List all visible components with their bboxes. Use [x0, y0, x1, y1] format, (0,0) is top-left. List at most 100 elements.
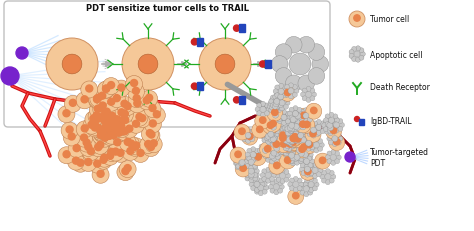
Circle shape: [285, 131, 301, 147]
Circle shape: [286, 146, 292, 152]
Circle shape: [288, 182, 293, 187]
Circle shape: [291, 151, 296, 156]
Circle shape: [98, 82, 115, 99]
Circle shape: [256, 111, 262, 116]
Circle shape: [124, 139, 131, 146]
Circle shape: [119, 161, 136, 178]
Circle shape: [289, 143, 294, 148]
Circle shape: [121, 101, 128, 108]
Circle shape: [307, 118, 312, 122]
Circle shape: [300, 170, 305, 175]
Circle shape: [240, 165, 246, 172]
Circle shape: [288, 142, 292, 147]
Circle shape: [285, 119, 291, 124]
Circle shape: [354, 52, 360, 58]
Circle shape: [264, 133, 269, 138]
Circle shape: [280, 173, 285, 179]
Circle shape: [101, 126, 109, 133]
Circle shape: [280, 135, 286, 142]
Circle shape: [290, 121, 295, 126]
Circle shape: [248, 172, 255, 178]
Text: IgBD-TRAIL: IgBD-TRAIL: [370, 117, 411, 126]
Circle shape: [328, 140, 333, 145]
Circle shape: [295, 138, 301, 143]
Circle shape: [234, 97, 240, 103]
Circle shape: [301, 138, 318, 154]
Circle shape: [301, 113, 307, 119]
Circle shape: [269, 100, 274, 104]
Circle shape: [286, 125, 291, 130]
Circle shape: [284, 123, 289, 128]
Circle shape: [334, 139, 340, 145]
Circle shape: [281, 115, 287, 121]
Circle shape: [325, 155, 330, 160]
Circle shape: [354, 16, 360, 22]
Circle shape: [294, 160, 300, 164]
Circle shape: [261, 102, 265, 107]
Circle shape: [295, 119, 301, 125]
Circle shape: [323, 118, 328, 123]
Circle shape: [281, 146, 286, 152]
Circle shape: [311, 93, 317, 97]
Circle shape: [104, 111, 121, 128]
Circle shape: [275, 128, 291, 144]
Circle shape: [283, 138, 289, 144]
Circle shape: [345, 152, 355, 162]
Circle shape: [103, 109, 110, 116]
Circle shape: [265, 172, 271, 178]
Circle shape: [268, 137, 284, 153]
Circle shape: [305, 127, 321, 143]
Circle shape: [335, 159, 340, 164]
Circle shape: [306, 128, 310, 133]
Circle shape: [319, 143, 324, 148]
Circle shape: [99, 116, 116, 133]
Circle shape: [293, 136, 298, 140]
Circle shape: [327, 118, 332, 123]
Circle shape: [312, 168, 318, 174]
Circle shape: [299, 149, 304, 154]
Circle shape: [328, 123, 334, 128]
Circle shape: [312, 186, 318, 191]
Circle shape: [293, 117, 298, 122]
Circle shape: [288, 141, 294, 147]
Circle shape: [249, 155, 254, 159]
Circle shape: [90, 91, 107, 108]
Circle shape: [255, 172, 259, 177]
Circle shape: [296, 140, 312, 156]
Circle shape: [310, 167, 315, 172]
Circle shape: [332, 122, 337, 127]
Circle shape: [124, 103, 131, 110]
Circle shape: [338, 137, 343, 141]
Circle shape: [92, 123, 99, 130]
Circle shape: [288, 120, 293, 125]
Circle shape: [285, 145, 290, 150]
Circle shape: [289, 94, 293, 99]
Circle shape: [113, 119, 130, 136]
Circle shape: [293, 146, 298, 151]
Circle shape: [349, 50, 354, 55]
Circle shape: [255, 149, 260, 154]
Circle shape: [102, 78, 119, 95]
Circle shape: [94, 125, 110, 143]
Circle shape: [270, 188, 275, 193]
Circle shape: [278, 150, 283, 155]
Circle shape: [92, 128, 109, 145]
Circle shape: [260, 134, 265, 139]
Circle shape: [270, 137, 276, 143]
Circle shape: [243, 165, 248, 170]
Circle shape: [295, 113, 301, 119]
Circle shape: [97, 109, 114, 126]
Circle shape: [294, 129, 299, 134]
Circle shape: [289, 123, 294, 128]
Circle shape: [305, 134, 310, 139]
Circle shape: [230, 147, 246, 163]
Circle shape: [121, 122, 138, 139]
Circle shape: [67, 153, 84, 170]
Circle shape: [101, 129, 118, 146]
Circle shape: [258, 191, 263, 196]
Circle shape: [331, 127, 336, 132]
Circle shape: [101, 135, 109, 142]
Circle shape: [287, 134, 292, 139]
Circle shape: [264, 103, 269, 109]
Circle shape: [75, 131, 92, 147]
